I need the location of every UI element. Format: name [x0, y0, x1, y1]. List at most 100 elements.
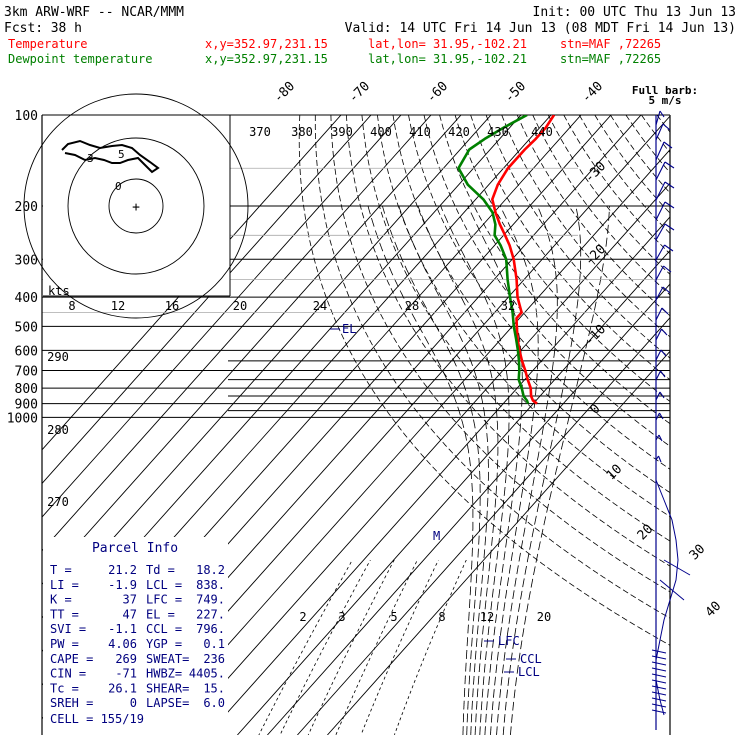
dry-adiabat	[516, 115, 670, 317]
wind-barb-key-line1: Full barb:	[632, 84, 698, 97]
isotherm-label: 10	[604, 462, 626, 484]
hodograph-speed-label: 28	[405, 299, 419, 313]
parcel-value: 838.	[196, 578, 225, 592]
wind-barb-low	[663, 559, 691, 576]
mixing-ratio-line	[307, 560, 395, 735]
isotherm-label: -50	[502, 79, 529, 106]
parcel-label: Tc =	[50, 681, 79, 695]
theta-label: 390	[331, 125, 353, 139]
mixing-ratio-label: 5	[390, 610, 397, 624]
dry-adiabat	[673, 115, 740, 735]
isotherm-label: -30	[582, 159, 609, 186]
parcel-value: 18.2	[196, 563, 225, 577]
parcel-marker-el: EL	[342, 322, 356, 336]
parcel-label: SREH =	[50, 696, 93, 710]
dry-adiabat	[501, 115, 670, 338]
parcel-label: Td =	[146, 563, 175, 577]
hodograph-height-label: 5	[118, 148, 125, 161]
hodograph-ring	[23, 93, 249, 319]
dry-adiabat	[625, 115, 670, 174]
hodograph-speed-label: 20	[233, 299, 247, 313]
isotherm	[327, 350, 670, 735]
wind-barbs	[651, 110, 691, 730]
dry-adiabat	[532, 115, 670, 296]
parcel-label: SVI =	[50, 622, 86, 636]
wind-barb-low	[651, 703, 667, 708]
dewpoint-legend-stn: stn=MAF ,72265	[560, 52, 661, 66]
wind-barb-low	[651, 661, 667, 666]
mixing-ratio-line	[279, 560, 371, 735]
isotherm	[297, 317, 670, 735]
mixing-ratio-label: 20	[537, 610, 551, 624]
parcel-value: 21.2	[108, 563, 137, 577]
wind-barb-low	[651, 655, 667, 660]
dry-adiabat	[314, 115, 670, 619]
mixing-ratio-line	[394, 560, 467, 735]
wind-barb	[663, 141, 673, 149]
wind-barb	[661, 328, 668, 336]
dewpoint-line	[457, 115, 530, 405]
wind-barb	[663, 265, 672, 273]
temperature-legend-stn: stn=MAF ,72265	[560, 37, 661, 51]
dry-adiabat	[392, 115, 670, 494]
dry-adiabat	[330, 115, 670, 593]
dry-adiabat	[594, 115, 670, 214]
theta-label: 420	[448, 125, 470, 139]
hodograph-speed-label: 8	[68, 299, 75, 313]
parcel-value: 749.	[196, 593, 225, 607]
pressure-tick-label: 200	[15, 200, 38, 215]
parcel-value: 0	[130, 696, 137, 710]
wind-barb	[655, 123, 664, 141]
wind-barb	[655, 286, 664, 301]
parcel-label: EL =	[146, 607, 175, 621]
parcel-value: 269	[115, 652, 137, 666]
parcel-label: YGP =	[146, 637, 182, 651]
wind-barb	[664, 244, 674, 252]
pressure-tick-label: 400	[15, 291, 38, 306]
wind-barb	[659, 391, 665, 399]
pressure-tick-label: 100	[15, 109, 38, 124]
moist-adiabat	[417, 205, 499, 735]
dry-adiabat	[485, 115, 670, 359]
temperature-legend-name: Temperature	[8, 37, 87, 51]
wind-barb	[655, 244, 665, 261]
parcel-label: LCL =	[146, 578, 182, 592]
dry-adiabat	[346, 115, 670, 567]
theta-label: 270	[47, 495, 69, 509]
wind-barb-low	[651, 667, 667, 672]
wind-barb	[655, 265, 664, 281]
wind-barb-low	[651, 697, 667, 702]
wind-barb	[660, 349, 667, 357]
isotherm	[267, 283, 670, 735]
theta-label: 430	[487, 125, 509, 139]
temperature-line	[490, 115, 556, 405]
isotherm-label: -80	[271, 79, 298, 106]
wind-barb	[655, 141, 665, 161]
valid-time: Valid: 14 UTC Fri 14 Jun 13 (08 MDT Fri …	[345, 21, 736, 36]
wind-barb	[655, 223, 666, 241]
theta-label: 410	[409, 125, 431, 139]
isotherm	[42, 115, 462, 585]
hodograph-speed-label: 12	[111, 299, 125, 313]
moist-adiabat	[490, 205, 539, 735]
pressure-tick-label: 900	[15, 398, 38, 413]
isotherm-label: -70	[346, 79, 373, 106]
wind-barb	[664, 181, 675, 189]
isotherm	[42, 115, 402, 518]
isotherm	[42, 115, 342, 451]
wind-barb	[659, 110, 665, 118]
moist-adiabat	[496, 205, 558, 735]
model-title: 3km ARW-WRF -- NCAR/MMM	[4, 5, 184, 20]
wind-barb-low	[659, 579, 685, 601]
parcel-value: 47	[123, 607, 137, 621]
parcel-value: 236	[203, 652, 225, 666]
mixing-ratio-line	[360, 560, 439, 735]
temperature-legend-xy: x,y=352.97,231.15	[205, 37, 328, 51]
parcel-label: LFC =	[146, 593, 182, 607]
theta-label: 400	[370, 125, 392, 139]
parcel-label: T =	[50, 563, 72, 577]
wind-barb-low	[655, 479, 679, 716]
dry-adiabat	[704, 115, 740, 735]
dry-adiabat	[563, 115, 670, 255]
